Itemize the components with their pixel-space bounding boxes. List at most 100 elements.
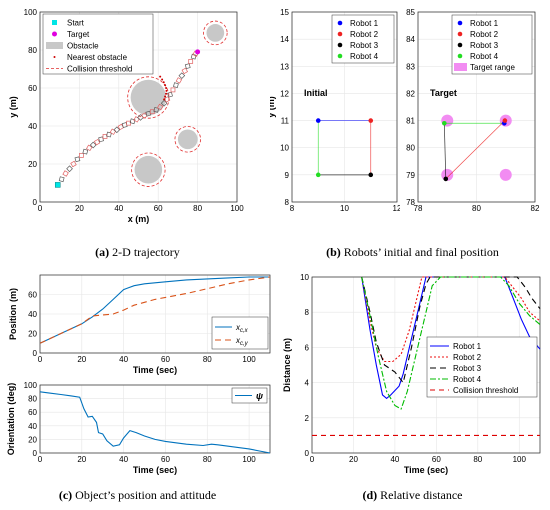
legend-entry: Robot 2 bbox=[453, 353, 482, 362]
object-pose-marker bbox=[93, 138, 101, 146]
nearest-obstacle-point bbox=[159, 75, 162, 78]
legend-entry: xc,x bbox=[235, 323, 249, 334]
object-pose-marker bbox=[167, 91, 173, 98]
x-tick-label: 78 bbox=[414, 204, 423, 213]
caption-c: (c) Object’s position and attitude bbox=[0, 488, 275, 503]
legend-swatch bbox=[337, 31, 343, 37]
start-marker bbox=[54, 182, 61, 188]
obstacle-circle bbox=[130, 79, 167, 116]
legend-entry: Nearest obstacle bbox=[67, 53, 128, 62]
object-pose-marker bbox=[153, 106, 160, 113]
nearest-obstacle-point bbox=[165, 87, 168, 89]
robot-marker bbox=[502, 118, 508, 123]
distance-chart: 0 20 40 60 80 100 0 2 4 6 8 10 Time (sec) Distance (m… bbox=[282, 273, 541, 475]
x-tick-label: 8 bbox=[290, 204, 295, 213]
x-tick-label: 80 bbox=[472, 204, 481, 213]
robot-marker bbox=[442, 120, 447, 126]
x-tick-label: 20 bbox=[77, 455, 86, 464]
y-tick-label: 60 bbox=[28, 408, 37, 417]
plot-frame bbox=[417, 11, 536, 203]
y-tick-label: 60 bbox=[28, 84, 37, 93]
caption-c-text: Object’s position and attitude bbox=[72, 488, 217, 502]
x-tick-label: 40 bbox=[119, 455, 128, 464]
caption-a-text: 2-D trajectory bbox=[109, 245, 180, 259]
x-tick-label: 0 bbox=[310, 455, 315, 464]
plot-frame bbox=[39, 274, 271, 354]
legend-entry: Obstacle bbox=[67, 42, 99, 51]
series-line bbox=[361, 276, 541, 410]
y-tick-label: 8 bbox=[285, 198, 290, 207]
object-pose-marker bbox=[89, 141, 97, 149]
y-tick-label: 0 bbox=[305, 449, 310, 458]
x-tick-label: 60 bbox=[161, 455, 170, 464]
object-pose-marker bbox=[74, 156, 81, 163]
x-tick-label: 80 bbox=[203, 355, 212, 364]
plot-frame bbox=[39, 11, 238, 203]
x-tick-label: 0 bbox=[38, 204, 43, 213]
legend-entry: Robot 1 bbox=[470, 19, 499, 28]
x-tick-label: 60 bbox=[154, 204, 163, 213]
legend-swatch-target-range bbox=[454, 63, 467, 71]
y-tick-label: 4 bbox=[305, 379, 310, 388]
plot-area bbox=[40, 385, 270, 453]
nearest-obstacle-point bbox=[163, 98, 166, 101]
x-tick-label: 0 bbox=[38, 455, 43, 464]
object-pose-marker bbox=[175, 77, 183, 84]
object-pose-marker bbox=[113, 126, 121, 134]
x-axis-label: x (m) bbox=[128, 214, 150, 224]
object-pose-marker bbox=[117, 123, 124, 131]
x-tick-label: 80 bbox=[203, 455, 212, 464]
y-tick-label: 84 bbox=[406, 35, 415, 44]
legend-entry: Robot 2 bbox=[350, 30, 379, 39]
legend-swatch-start bbox=[52, 20, 57, 25]
y-tick-label: 0 bbox=[33, 349, 38, 358]
x-tick-label: 0 bbox=[38, 355, 43, 364]
object-pose-marker bbox=[190, 53, 197, 60]
object-pose-marker bbox=[141, 112, 148, 119]
robot-marker bbox=[368, 118, 374, 123]
x-tick-label: 80 bbox=[193, 204, 202, 213]
legend-entry: Robot 3 bbox=[350, 41, 379, 50]
obstacle-circle bbox=[134, 155, 163, 184]
collision-threshold-circle bbox=[203, 20, 228, 46]
obstacle-circle bbox=[206, 24, 225, 42]
nearest-obstacle-point bbox=[162, 81, 165, 84]
x-tick-label: 80 bbox=[473, 455, 482, 464]
caption-d: (d) Relative distance bbox=[275, 488, 550, 503]
y-tick-label: 11 bbox=[281, 117, 290, 126]
object-pose-marker bbox=[70, 160, 77, 168]
x-tick-label: 60 bbox=[432, 455, 441, 464]
panel-annotation: Target bbox=[430, 88, 457, 98]
object-pose-marker bbox=[178, 72, 186, 79]
legend-swatch bbox=[457, 53, 463, 59]
y-tick-label: 20 bbox=[28, 160, 37, 169]
x-axis-label: Time (sec) bbox=[404, 465, 448, 475]
legend-entry: Collision threshold bbox=[67, 65, 132, 74]
x-tick-label: 100 bbox=[513, 455, 527, 464]
y-tick-label: 80 bbox=[28, 395, 37, 404]
nearest-obstacle-point bbox=[161, 78, 164, 81]
y-tick-label: 79 bbox=[406, 171, 415, 180]
y-axis-label: y (m) bbox=[8, 96, 18, 118]
caption-b: (b) Robots’ initial and final position bbox=[275, 245, 550, 260]
y-tick-label: 0 bbox=[33, 198, 38, 207]
robot-marker bbox=[368, 172, 374, 178]
y-tick-label: 80 bbox=[406, 144, 415, 153]
object-pose-marker bbox=[82, 148, 89, 155]
target-marker bbox=[195, 49, 201, 55]
series-line bbox=[361, 276, 541, 384]
legend-entry: Robot 2 bbox=[470, 30, 499, 39]
x-tick-label: 100 bbox=[230, 204, 244, 213]
y-tick-label: 13 bbox=[280, 62, 289, 71]
y-axis-label: Orientation (deg) bbox=[6, 383, 16, 456]
legend-entry: xc,y bbox=[235, 336, 249, 347]
y-tick-label: 85 bbox=[406, 8, 415, 17]
object-pose-marker bbox=[66, 165, 73, 173]
legend-entry: Robot 3 bbox=[470, 41, 499, 50]
y-tick-label: 15 bbox=[280, 8, 289, 17]
y-tick-label: 40 bbox=[28, 310, 37, 319]
legend-swatch bbox=[457, 42, 463, 48]
caption-b-text: Robots’ initial and final position bbox=[340, 245, 499, 259]
nearest-obstacle-point bbox=[165, 89, 168, 92]
